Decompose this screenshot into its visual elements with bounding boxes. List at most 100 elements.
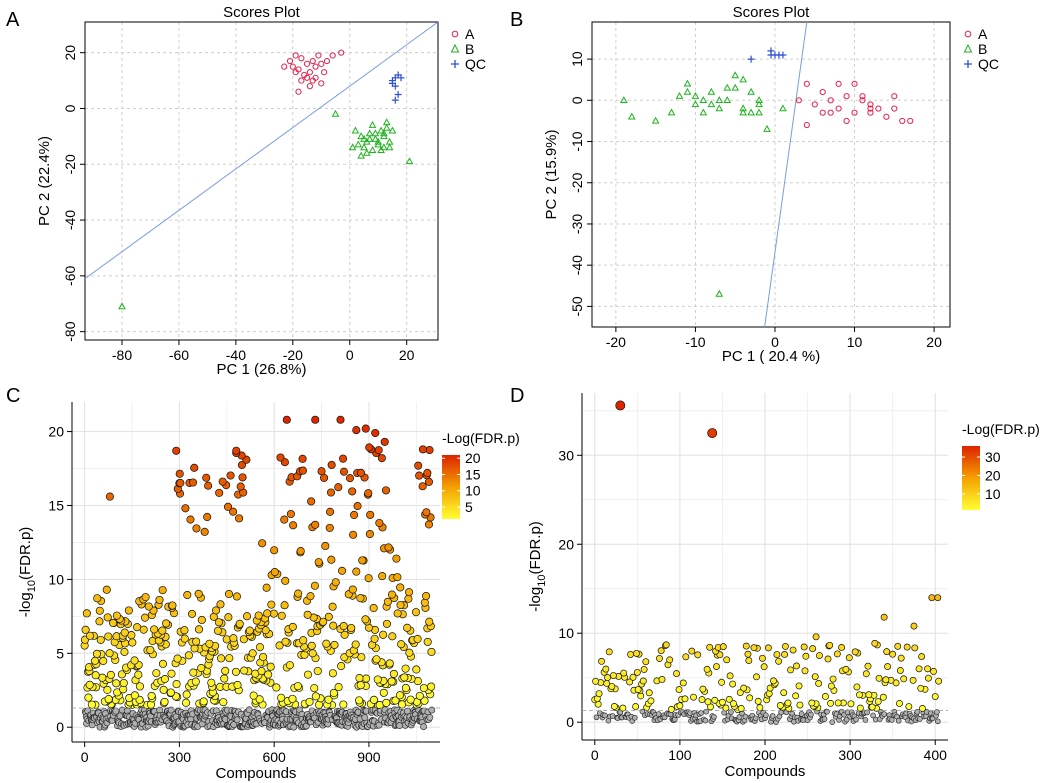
compound-point [856, 704, 864, 712]
point-qc [767, 51, 775, 59]
compound-point [379, 688, 388, 697]
y-tick-label: 20 [62, 45, 78, 61]
compound-point [742, 713, 749, 720]
compound-point [682, 653, 690, 661]
compound-point [610, 672, 617, 680]
compound-point [144, 602, 153, 611]
compound-point [703, 665, 711, 673]
point-a [851, 80, 858, 87]
compound-point [365, 529, 374, 539]
point-b [779, 104, 787, 112]
compound-point [415, 691, 424, 700]
compound-point [723, 656, 731, 664]
compound-point [642, 658, 650, 666]
compound-point [853, 683, 861, 691]
compound-point [412, 665, 421, 674]
compound-point [667, 706, 675, 713]
compound-point [311, 692, 320, 701]
compound-point [235, 514, 244, 523]
compound-point [730, 700, 737, 708]
compound-point [306, 592, 315, 601]
point-b [627, 112, 636, 120]
compound-point [404, 707, 411, 715]
compound-point [369, 695, 379, 704]
compound-point [91, 671, 100, 680]
compound-point [821, 716, 828, 722]
compound-point [183, 590, 192, 600]
compound-point [167, 706, 175, 714]
compound-point [679, 679, 687, 687]
compound-point [262, 583, 271, 592]
compound-point [194, 589, 203, 598]
y-axis-label-part: (FDR.p) [17, 527, 34, 580]
compound-point [833, 650, 841, 658]
compound-point [240, 666, 249, 675]
compound-point [800, 643, 808, 651]
compound-point [120, 647, 129, 656]
compound-point [325, 523, 334, 532]
compound-point [882, 676, 890, 684]
point-b [667, 108, 676, 116]
compound-point [396, 600, 405, 610]
y-tick-label: 10 [558, 625, 574, 641]
compound-point [130, 656, 139, 665]
point-b [731, 71, 740, 79]
compound-point [358, 556, 367, 565]
compound-points [80, 415, 436, 731]
compound-point [120, 628, 129, 637]
y-axis-label-part: (FDR.p) [527, 521, 544, 574]
compound-point [226, 471, 235, 480]
point-a [827, 97, 834, 104]
compound-point [834, 699, 842, 707]
y-tick-label: -30 [569, 214, 585, 234]
compound-points [591, 400, 943, 725]
compound-point [656, 654, 663, 662]
compound-point [821, 693, 829, 700]
compound-point [317, 467, 326, 476]
compound-point [232, 446, 241, 455]
series-b [118, 109, 414, 310]
compound-point [95, 617, 104, 626]
y-tick-label: -40 [569, 255, 585, 275]
compound-point [380, 437, 389, 446]
y-tick-label: 20 [558, 536, 574, 552]
y-tick-label: 10 [48, 571, 64, 587]
compound-point [366, 510, 375, 519]
point-b [683, 87, 692, 95]
compound-point [352, 567, 361, 576]
compound-point [662, 641, 670, 649]
compound-point [658, 676, 666, 683]
compound-point [307, 497, 316, 506]
legend-label: A [978, 26, 988, 42]
y-axis-label: -log10(FDR.p) [17, 527, 38, 618]
compound-point [116, 712, 124, 720]
y-tick-label: 0 [56, 719, 64, 735]
y-tick-label: 20 [48, 424, 64, 440]
point-b [747, 108, 755, 116]
compound-point [753, 673, 760, 681]
compound-point [897, 654, 905, 662]
compound-point [425, 617, 434, 626]
compound-point [655, 711, 662, 717]
compound-point [91, 656, 100, 665]
compound-point [202, 473, 211, 482]
point-a [281, 63, 288, 70]
compound-point [694, 651, 702, 659]
point-a [835, 105, 842, 112]
compound-point [361, 615, 370, 624]
y-tick-label: -20 [62, 154, 78, 174]
compound-point [598, 657, 606, 665]
compound-point [746, 694, 754, 702]
compound-point [266, 662, 275, 671]
legend-title: -Log(FDR.p) [442, 430, 520, 446]
compound-point [699, 685, 707, 693]
compound-point [117, 670, 126, 679]
compound-point [801, 667, 809, 675]
compound-point [862, 670, 870, 678]
compound-point [112, 679, 121, 688]
point-b [368, 120, 377, 128]
point-a [323, 57, 331, 65]
compound-point [894, 642, 902, 650]
compound-point [879, 693, 887, 701]
